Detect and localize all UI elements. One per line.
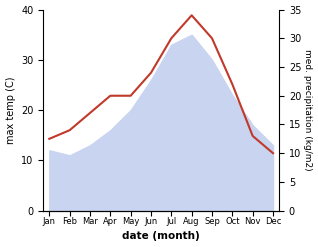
Y-axis label: med. precipitation (kg/m2): med. precipitation (kg/m2) [303, 49, 313, 171]
Y-axis label: max temp (C): max temp (C) [5, 76, 16, 144]
X-axis label: date (month): date (month) [122, 231, 200, 242]
